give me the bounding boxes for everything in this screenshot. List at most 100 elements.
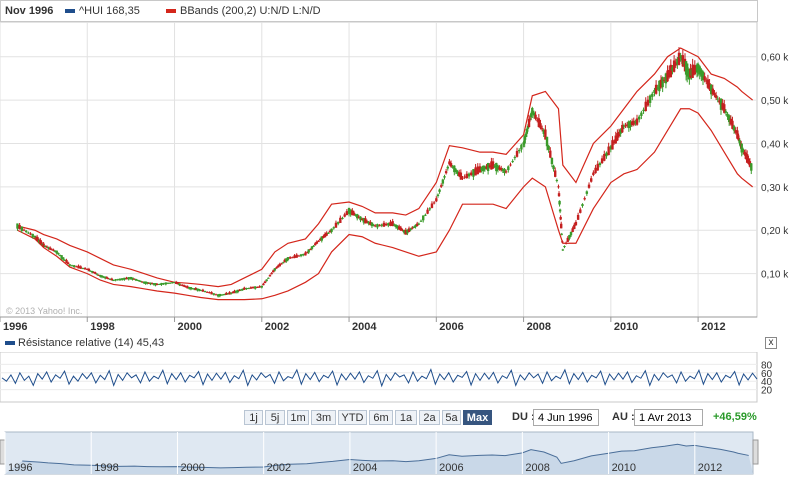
candle-body [22,229,26,231]
range-button-ytd[interactable]: YTD [338,410,367,425]
candle-body [384,223,388,226]
candle-body [243,287,246,290]
au-input[interactable] [634,409,703,426]
range-button-5j[interactable]: 5j [265,410,285,425]
candle-body [312,245,315,247]
series2-swatch [166,9,176,14]
range-button-3m[interactable]: 3m [311,410,336,425]
candle-body [741,149,745,153]
candle-body [226,293,230,295]
candle-body [206,291,209,293]
candle-body [199,290,202,292]
candle-body [614,135,617,144]
candle-body [349,209,352,215]
candle-body [376,224,379,228]
candle-body [90,271,94,273]
candle-body [701,71,705,81]
range-button-1a[interactable]: 1a [395,410,417,425]
candle-body [239,289,243,291]
candle-body [734,130,737,133]
candle-body [603,154,606,161]
candle-body [571,228,574,232]
candle-body [382,222,386,227]
candle-body [77,265,80,269]
navigator-year-label: 1996 [8,462,32,474]
candle-body [183,285,186,287]
candle-body [47,247,50,249]
candle-body [441,179,445,184]
y-tick-label: 0,10 k [761,270,789,281]
candle-body [233,290,236,294]
candle-body [463,176,466,178]
candle-body [68,264,72,266]
range-button-1m[interactable]: 1m [287,410,309,425]
candle-body [407,228,411,232]
candle-body [307,249,310,253]
candle-body [609,146,613,150]
range-button-1j[interactable]: 1j [244,410,263,425]
candle-body [174,281,178,284]
candle-body [315,241,319,244]
close-rsi-button[interactable]: x [765,337,777,349]
candle-body [55,250,58,254]
candle-body [189,287,193,290]
navigator[interactable]: 1996 1998 2000 2002 2004 2006 2008 2010 2012 [0,430,794,482]
candle-body [268,275,272,277]
candle-body [127,277,130,280]
candle-body [102,276,105,278]
candle-body [146,282,149,284]
candle-body [424,214,427,216]
candle-body [144,281,147,284]
candle-body [322,235,325,238]
x-tick-label: 2012 [701,321,725,333]
candle-body [260,285,263,288]
candle-body [334,222,338,228]
price-chart[interactable]: 0,10 k 0,20 k 0,30 k 0,40 k 0,50 k 0,60 k 199… [0,22,794,336]
range-button-6m[interactable]: 6m [369,410,393,425]
navigator-year-label: 2006 [439,462,463,474]
candle-body [97,274,100,276]
candle-body [380,224,383,226]
candle-body [45,246,49,248]
candle-body [465,173,469,179]
candle-body [520,144,523,150]
candle-body [249,287,253,289]
candle-body [569,231,573,236]
candle-body [181,284,184,287]
candle-body [270,272,273,275]
range-button-max[interactable]: Max [463,410,492,425]
candle-body [560,233,563,235]
candle-body [230,292,233,294]
candle-body [132,278,136,280]
candle-body [87,268,91,272]
candle-body [228,292,231,295]
candle-body [52,249,55,251]
candle-body [490,161,493,170]
candle-body [327,232,330,234]
navigator-year-label: 2004 [353,462,377,474]
candle-body [406,229,409,234]
range-button-5a[interactable]: 5a [442,410,461,425]
candle-body [622,125,626,127]
bollinger-bands [17,47,754,301]
candle-body [188,286,191,289]
candle-body [352,212,356,216]
candle-body [178,283,181,286]
candle-body [267,277,270,279]
candle-body [524,133,527,137]
du-input[interactable] [533,409,599,426]
candle-body [369,221,372,225]
candle-body [507,166,510,171]
candle-body [310,246,314,249]
candle-body [299,254,303,257]
candle-body [278,263,281,267]
candle-body [478,166,482,173]
candle-body [401,229,404,231]
candle-body [498,167,501,170]
candle-body [493,165,496,167]
candle-body [147,282,151,284]
candle-body [716,98,719,100]
range-button-2a[interactable]: 2a [419,410,440,425]
candle-body [231,291,235,294]
